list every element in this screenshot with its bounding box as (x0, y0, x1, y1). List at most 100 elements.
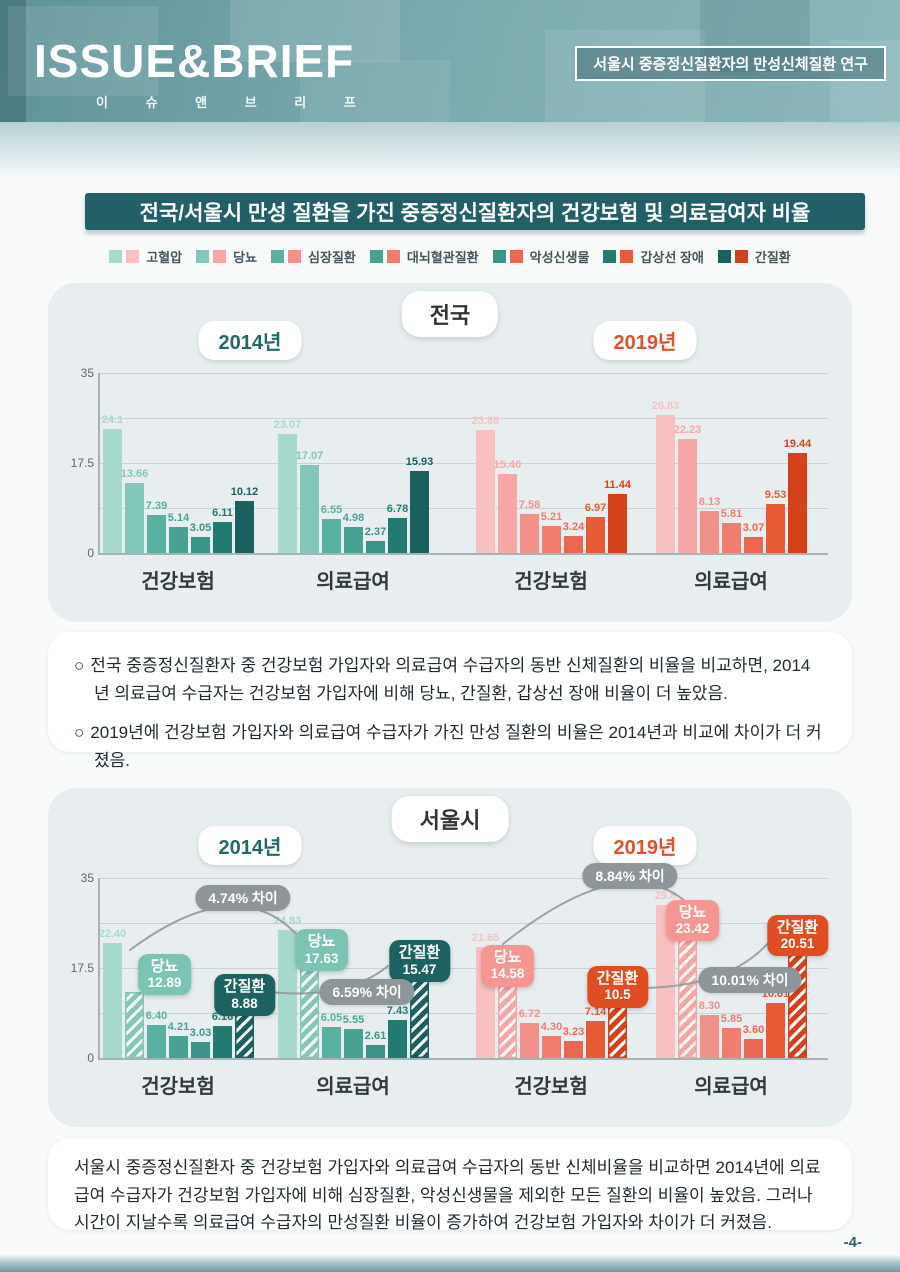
bar-악성신생물 (564, 1041, 583, 1058)
callout-value: 17.63 (304, 950, 339, 966)
bar-대뇌혈관질환 (169, 526, 188, 553)
bar-value-label: 8.13 (698, 496, 721, 509)
year-badge-2014: 2014년 (198, 321, 302, 360)
logo-title: ISSUE&BRIEF (34, 35, 355, 87)
bar-간질환 (410, 471, 429, 553)
legend-swatch-2014 (717, 250, 731, 263)
callout-value: 10.5 (604, 987, 631, 1003)
chart-panel-nationwide: 35 17.5 0 24.1 13.66 7.39 5.14 3.05 6.11 10.12 건강보… (48, 283, 852, 622)
bar-value-label: 9.53 (764, 488, 787, 501)
report-subject-badge: 서울시 중증정신질환자의 만성신체질환 연구 (575, 46, 886, 81)
summary-bullet: ○ 2019년에 건강보험 가입자와 의료급여 수급자가 가진 만성 질환의 비율… (74, 723, 822, 770)
bar-간질환 (235, 1012, 254, 1058)
bar-악성신생물 (744, 1039, 763, 1058)
callout-disease-label: 간질환 (596, 970, 639, 987)
bar-value-label: 2.61 (364, 1029, 387, 1042)
callout-disease-label: 당뇨 (150, 957, 179, 975)
bar-value-label: 23.07 (273, 419, 302, 432)
bar-당뇨 (300, 465, 319, 553)
bar-고혈압 (656, 415, 675, 553)
legend-item: 갑상선 장애 (603, 247, 704, 266)
y-axis-tick-label: 35 (80, 871, 94, 885)
callout-value: 15.47 (402, 961, 437, 977)
legend-label: 악성신생물 (529, 250, 590, 265)
summary-box-seoul: 서울시 중증정신질환자 중 건강보험 가입자와 의료급여 수급자의 동반 신체비… (48, 1138, 852, 1232)
bar-갑상선 장애 (586, 1021, 605, 1058)
bar-value-label: 23.88 (471, 415, 500, 428)
header: ISSUE&BRIEF 이 슈 앤 브 리 프 서울시 중증정신질환자의 만성신… (0, 0, 900, 122)
legend-label: 고혈압 (146, 250, 183, 265)
legend-swatch-2014 (492, 250, 506, 263)
bar-value-label: 5.85 (720, 1012, 743, 1025)
header-decoration (830, 40, 900, 122)
gridline (98, 923, 828, 924)
y-axis-tick-label: 35 (80, 366, 94, 380)
bar-심장질환 (520, 514, 539, 553)
bar-value-label: 15.93 (405, 456, 434, 469)
bar-value-label: 21.65 (471, 931, 500, 944)
legend-swatch-2014 (369, 250, 383, 263)
header-decoration (545, 30, 705, 122)
bar-갑상선 장애 (766, 503, 785, 553)
gridline (98, 373, 828, 374)
bar-대뇌혈관질환 (542, 526, 561, 553)
bar-갑상선 장애 (388, 1019, 407, 1058)
x-axis-category-label: 의료급여 (694, 571, 768, 593)
section-title-bar: 전국/서울시 만성 질환을 가진 중증정신질환자의 건강보험 및 의료급여자 비… (85, 193, 865, 230)
chart-title-badge: 전국 (401, 291, 499, 337)
bar-악성신생물 (366, 540, 385, 553)
legend-label: 간질환 (754, 250, 791, 265)
footer-strip (0, 1254, 900, 1272)
difference-badge: 4.74% 차이 (195, 885, 291, 911)
year-badge-2019: 2019년 (593, 321, 697, 360)
bar-당뇨 (498, 983, 517, 1058)
bar-악성신생물 (191, 537, 210, 553)
bar-고혈압 (103, 429, 122, 553)
bar-심장질환 (322, 1026, 341, 1058)
bar-value-label: 24.83 (273, 915, 302, 928)
y-axis-line (98, 373, 100, 553)
x-axis-category-label: 건강보험 (514, 1076, 588, 1098)
callout-간질환: 간질환 15.47 (388, 940, 451, 983)
bar-간질환 (788, 453, 807, 553)
bar-value-label: 7.43 (386, 1004, 409, 1017)
legend-swatch-2019 (509, 250, 523, 263)
bar-심장질환 (147, 514, 166, 553)
header-decoration (0, 0, 26, 122)
y-axis-tick-label: 17.5 (70, 961, 94, 975)
callout-당뇨: 당뇨 14.58 (480, 945, 535, 987)
gridline (98, 463, 828, 464)
bar-대뇌혈관질환 (344, 1029, 363, 1058)
callout-disease-label: 간질환 (223, 978, 266, 996)
header-decoration (300, 60, 450, 122)
bar-갑상선 장애 (766, 1003, 785, 1058)
y-axis-tick-label: 0 (87, 546, 94, 560)
year-badge-2019: 2019년 (593, 826, 697, 865)
bar-당뇨 (125, 482, 144, 553)
bar-value-label: 5.14 (167, 511, 190, 524)
legend-swatch-2014 (196, 250, 210, 263)
bar-value-label: 3.23 (562, 1026, 585, 1039)
bar-value-label: 22.40 (98, 927, 127, 940)
legend-label: 갑상선 장애 (640, 250, 704, 265)
callout-당뇨: 당뇨 23.42 (665, 899, 720, 942)
legend-swatch-2014 (271, 250, 285, 263)
callout-간질환: 간질환 20.51 (766, 914, 829, 957)
gridline (98, 968, 828, 969)
summary-text: 서울시 중증정신질환자 중 건강보험 가입자와 의료급여 수급자의 동반 신체비… (74, 1158, 821, 1233)
x-axis-category-label: 건강보험 (141, 1076, 215, 1098)
bar-심장질환 (322, 519, 341, 553)
bar-value-label: 15.40 (493, 458, 522, 471)
legend-swatch-2014 (603, 250, 617, 263)
difference-badge: 6.59% 차이 (319, 979, 415, 1005)
legend-swatch-2019 (734, 250, 748, 263)
legend-item: 심장질환 (271, 247, 356, 266)
bar-value-label: 6.11 (212, 506, 233, 519)
bar-심장질환 (700, 1015, 719, 1058)
callout-disease-label: 간질환 (776, 918, 819, 936)
bar-value-label: 13.66 (120, 467, 149, 480)
legend-swatch-2019 (620, 250, 634, 263)
bar-심장질환 (700, 511, 719, 553)
bar-악성신생물 (564, 536, 583, 553)
